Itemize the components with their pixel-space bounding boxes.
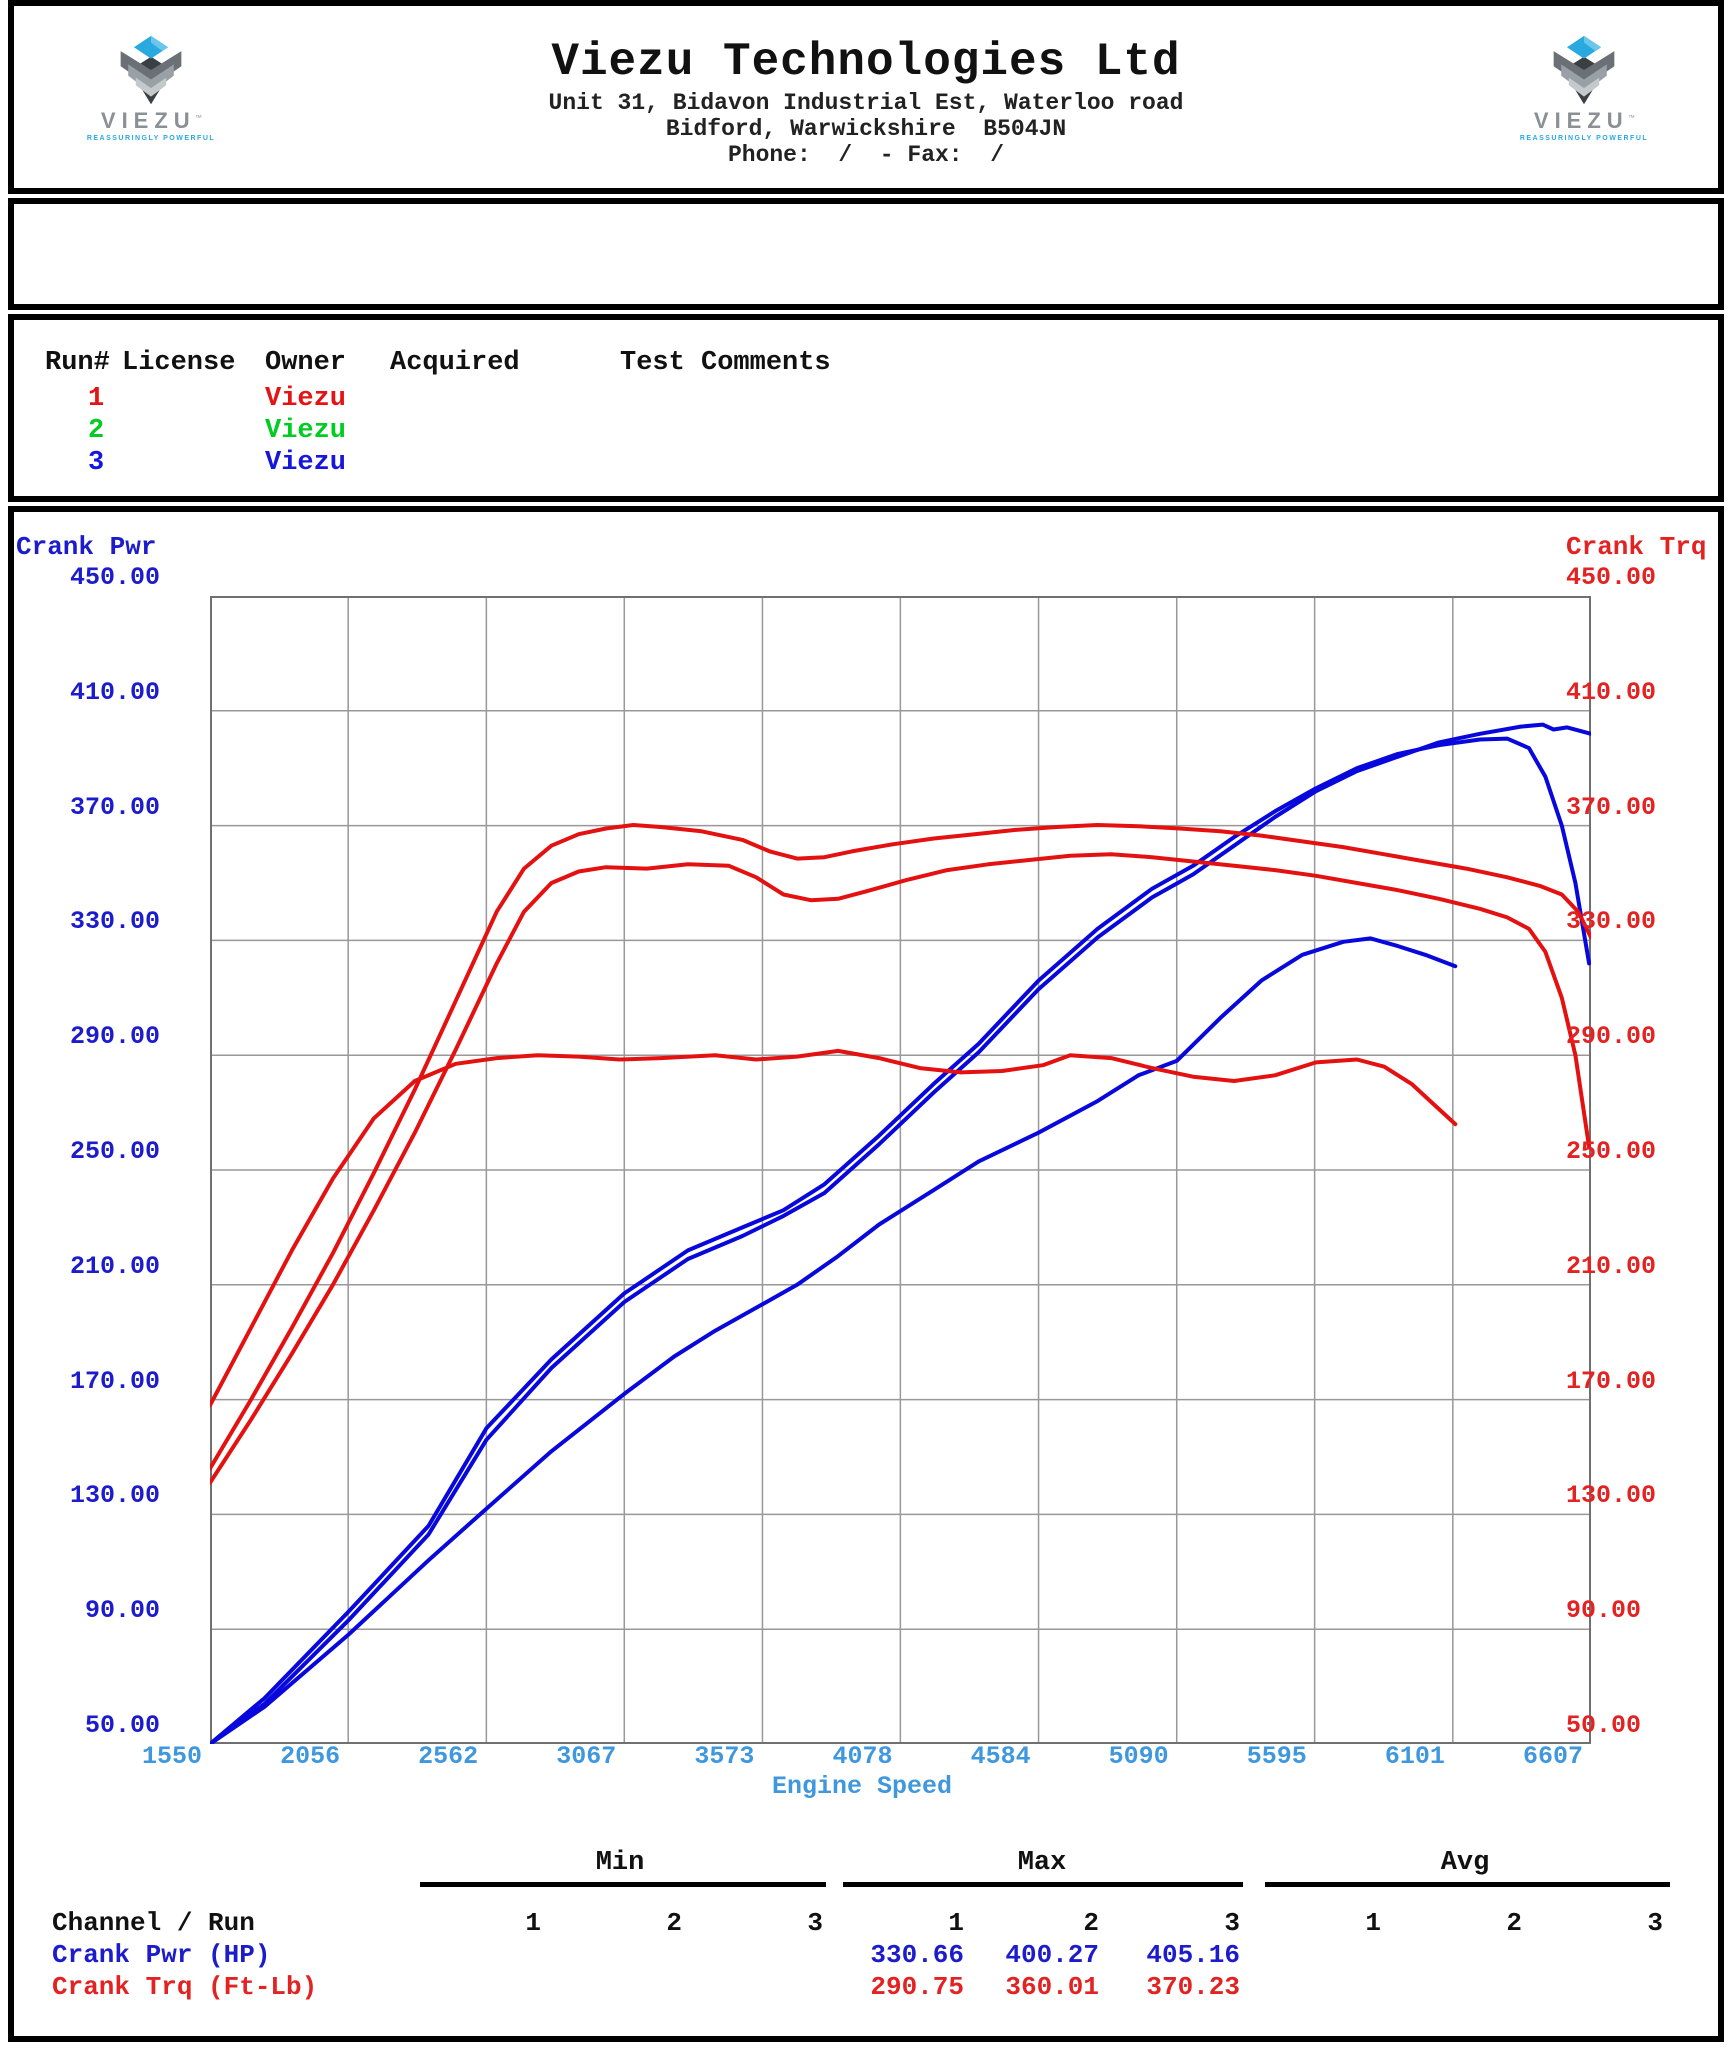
y-tick-right: 290.00 xyxy=(1566,1022,1657,1052)
curve-crank-trq-run-2 xyxy=(208,852,1592,1485)
y-tick-left: 290.00 xyxy=(69,1022,160,1052)
summary-group-underline xyxy=(843,1882,1243,1887)
logo-tagline: REASSURINGLY POWERFUL xyxy=(86,135,216,142)
x-tick: 4078 xyxy=(832,1742,893,1771)
run-number: 3 xyxy=(88,448,105,478)
x-tick: 1550 xyxy=(141,1742,202,1771)
y-tick-left: 130.00 xyxy=(69,1481,160,1511)
y-tick-left: 50.00 xyxy=(84,1711,160,1740)
company-title: Viezu Technologies Ltd xyxy=(551,36,1181,88)
summary-value: 370.23 xyxy=(1146,1972,1240,2002)
logo-tagline: REASSURINGLY POWERFUL xyxy=(1519,135,1649,142)
curve-crank-pwr-run-2 xyxy=(208,736,1592,1746)
runs-col-header: Owner xyxy=(265,348,347,378)
summary-col-number: 2 xyxy=(666,1908,682,1938)
right-axis-title: Crank Trq xyxy=(1566,532,1707,562)
curve-crank-pwr-run-1 xyxy=(208,936,1458,1746)
y-tick-right: 410.00 xyxy=(1566,677,1657,707)
run-number: 2 xyxy=(88,416,105,446)
summary-col-number: 3 xyxy=(807,1908,823,1938)
summary-group-underline xyxy=(420,1882,826,1887)
runs-col-header: License xyxy=(122,348,236,378)
runs-col-header: Test Comments xyxy=(620,348,831,378)
address-line-1: Unit 31, Bidavon Industrial Est, Waterlo… xyxy=(548,90,1184,116)
runs-col-header: Acquired xyxy=(390,348,520,378)
y-tick-right: 250.00 xyxy=(1566,1137,1657,1166)
summary-group-header: Min xyxy=(595,1848,645,1878)
y-tick-right: 90.00 xyxy=(1566,1596,1642,1626)
run-owner: Viezu xyxy=(265,448,347,478)
summary-value: 330.66 xyxy=(870,1940,964,1970)
y-tick-right: 130.00 xyxy=(1566,1481,1657,1511)
x-tick: 3573 xyxy=(694,1742,755,1771)
summary-group-header: Max xyxy=(1017,1848,1067,1878)
summary-col-number: 1 xyxy=(525,1908,541,1938)
x-tick: 5595 xyxy=(1246,1742,1307,1771)
summary-group-header: Avg xyxy=(1440,1848,1490,1878)
x-tick: 2562 xyxy=(418,1742,479,1771)
run-owner: Viezu xyxy=(265,416,347,446)
curve-crank-trq-run-1 xyxy=(208,1048,1458,1408)
curve-crank-trq-run-3 xyxy=(208,823,1594,1471)
y-tick-left: 210.00 xyxy=(69,1251,160,1281)
y-tick-left: 450.00 xyxy=(69,563,160,592)
logo-brand-text: VIEZU xyxy=(100,108,196,133)
y-tick-right: 210.00 xyxy=(1566,1251,1657,1281)
x-tick: 3067 xyxy=(556,1742,617,1771)
summary-value: 290.75 xyxy=(870,1972,964,2002)
run-owner: Viezu xyxy=(265,384,347,414)
x-tick: 6101 xyxy=(1384,1742,1445,1771)
y-tick-left: 170.00 xyxy=(69,1366,160,1396)
x-tick: 2056 xyxy=(280,1742,341,1771)
x-tick: 5090 xyxy=(1108,1742,1169,1771)
run-number: 1 xyxy=(88,384,105,414)
summary-col-number: 2 xyxy=(1083,1908,1099,1938)
viezu-emblem-icon xyxy=(120,35,182,105)
runs-table-section: Run# License Owner Acquired Test Comments 1 Vi… xyxy=(8,314,1724,502)
comments-section xyxy=(8,198,1724,310)
header-section: Viezu Technologies Ltd Unit 31, Bidavon … xyxy=(8,0,1724,194)
x-tick: 6607 xyxy=(1522,1742,1583,1771)
summary-col-number: 2 xyxy=(1506,1908,1522,1938)
phone-fax-line: Phone: / - Fax: / xyxy=(727,142,1005,168)
viezu-logo-right: VIEZU™ REASSURINGLY POWERFUL xyxy=(1509,34,1659,142)
plot-area xyxy=(172,578,1594,1767)
summary-value: 405.16 xyxy=(1146,1940,1240,1970)
logo-brand-text: VIEZU xyxy=(1533,108,1629,133)
summary-channel-label: Crank Pwr (HP) xyxy=(52,1940,271,1970)
curve-crank-pwr-run-3 xyxy=(208,722,1594,1746)
left-axis-title: Crank Pwr xyxy=(16,532,157,562)
y-tick-left: 250.00 xyxy=(69,1137,160,1166)
summary-col-number: 1 xyxy=(1365,1908,1381,1938)
summary-row-header: Channel / Run xyxy=(52,1908,255,1938)
y-tick-left: 90.00 xyxy=(84,1596,160,1626)
x-tick: 4584 xyxy=(970,1742,1031,1771)
viezu-emblem-icon xyxy=(1553,35,1615,105)
runs-col-header: Run# xyxy=(45,348,110,378)
summary-group-underline xyxy=(1265,1882,1670,1887)
y-tick-right: 330.00 xyxy=(1566,907,1657,937)
y-tick-right: 450.00 xyxy=(1566,563,1657,592)
summary-col-number: 3 xyxy=(1647,1908,1663,1938)
summary-value: 360.01 xyxy=(1005,1972,1099,2002)
y-tick-right: 170.00 xyxy=(1566,1366,1657,1396)
plot-frame xyxy=(210,596,1592,1744)
y-tick-right: 50.00 xyxy=(1566,1711,1642,1740)
summary-col-number: 1 xyxy=(948,1908,964,1938)
summary-value: 400.27 xyxy=(1005,1940,1099,1970)
y-tick-left: 330.00 xyxy=(69,907,160,937)
x-axis-title: Engine Speed xyxy=(771,1772,953,1801)
dyno-plot xyxy=(208,596,1594,1746)
y-tick-left: 410.00 xyxy=(69,677,160,707)
viezu-logo-left: VIEZU™ REASSURINGLY POWERFUL xyxy=(76,34,226,142)
summary-channel-label: Crank Trq (Ft-Lb) xyxy=(52,1972,318,2002)
chart-section xyxy=(8,506,1724,2042)
logo-tm-mark: ™ xyxy=(195,114,202,125)
y-tick-right: 370.00 xyxy=(1566,792,1657,822)
logo-tm-mark: ™ xyxy=(1628,114,1635,125)
y-tick-left: 370.00 xyxy=(69,792,160,822)
summary-col-number: 3 xyxy=(1224,1908,1240,1938)
address-line-2: Bidford, Warwickshire B504JN xyxy=(665,116,1067,142)
